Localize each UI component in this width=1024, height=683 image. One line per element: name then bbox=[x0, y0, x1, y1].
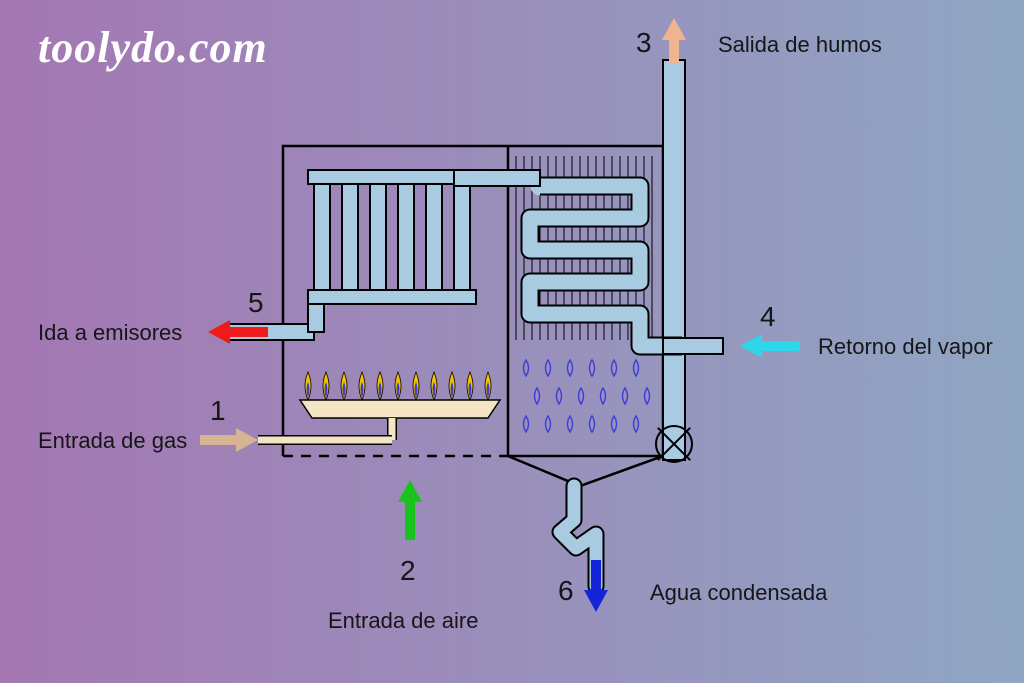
arrow-label-cond_out: Agua condensada bbox=[650, 580, 828, 605]
arrow-num-hot_out: 5 bbox=[248, 287, 264, 318]
arrow-num-flue_out: 3 bbox=[636, 27, 652, 58]
arrow-label-flue_out: Salida de humos bbox=[718, 32, 882, 57]
arrow-num-vapor_in: 4 bbox=[760, 301, 776, 332]
arrow-label-hot_out: Ida a emisores bbox=[38, 320, 182, 345]
burner-tray bbox=[300, 400, 500, 418]
logo: toolydo.com bbox=[38, 22, 268, 73]
arrow-num-air_in: 2 bbox=[400, 555, 416, 586]
radiator-tube bbox=[426, 184, 442, 290]
arrow-num-cond_out: 6 bbox=[558, 575, 574, 606]
radiator-to-serpentine bbox=[454, 170, 540, 186]
arrow-num-gas_in: 1 bbox=[210, 395, 226, 426]
radiator-bottom-header bbox=[308, 290, 476, 304]
radiator-top-header bbox=[308, 170, 476, 184]
radiator-tube bbox=[342, 184, 358, 290]
radiator-tube bbox=[398, 184, 414, 290]
arrow-label-vapor_in: Retorno del vapor bbox=[818, 334, 993, 359]
vapor-inlet-pipe bbox=[663, 338, 723, 354]
radiator-tube bbox=[454, 184, 470, 290]
radiator-tube bbox=[370, 184, 386, 290]
radiator-drop bbox=[308, 304, 324, 332]
chimney bbox=[663, 60, 685, 460]
arrow-label-gas_in: Entrada de gas bbox=[38, 428, 187, 453]
arrow-label-air_in: Entrada de aire bbox=[328, 608, 478, 633]
radiator-tube bbox=[314, 184, 330, 290]
